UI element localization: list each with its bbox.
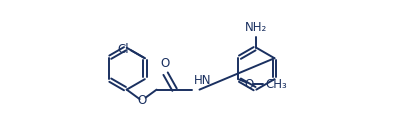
Text: CH₃: CH₃ xyxy=(265,78,287,91)
Text: HN: HN xyxy=(194,74,211,87)
Text: NH₂: NH₂ xyxy=(245,21,267,34)
Text: O: O xyxy=(244,78,254,91)
Text: O: O xyxy=(137,94,146,107)
Text: O: O xyxy=(160,57,169,70)
Text: Cl: Cl xyxy=(117,43,129,56)
